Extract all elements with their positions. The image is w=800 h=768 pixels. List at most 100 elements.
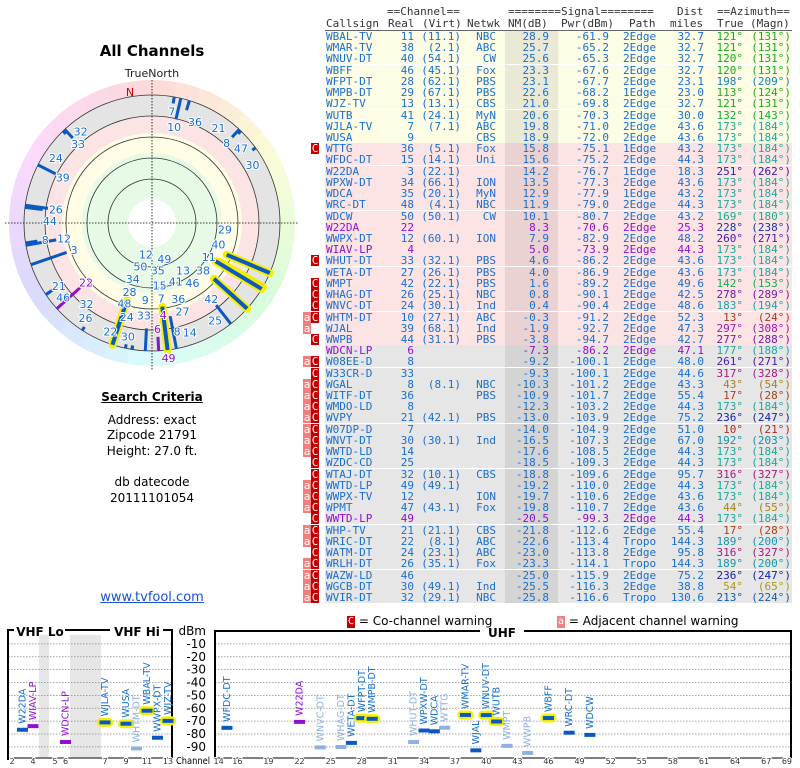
station-power-bar[interactable] (60, 739, 71, 744)
station-direction-mark[interactable] (230, 128, 241, 139)
station-power-bar[interactable] (542, 716, 554, 721)
station-direction-mark[interactable] (212, 277, 249, 311)
table-row[interactable]: WAZW-LD 46 -25.0 -115.9 2Edge 75.2 236° (247°) (325, 569, 792, 581)
station-power-bar[interactable] (356, 716, 368, 721)
station-direction-mark[interactable] (156, 336, 161, 351)
table-row[interactable]: WVPY 21 (42.1) PBS -13.0 -103.9 2Edge 75.2 236° (… (325, 412, 792, 424)
table-row[interactable]: WBAL-TV 11 (11.1) NBC 28.9 -61.9 2Edge 32.7 121°… (325, 31, 792, 42)
table-row[interactable]: WRIC-DT 22 (8.1) ABC -22.6 -113.4 Tropo 144.3 18… (325, 535, 792, 547)
table-row[interactable]: WVIR-DT 32 (29.1) NBC -25.8 -116.6 Tropo 130.6 2… (325, 592, 792, 603)
table-row[interactable]: WWPX-TV 12 ION -19.7 -110.6 2Edge 43.6 173° (184… (325, 491, 792, 503)
table-row[interactable]: WWPX-DT 12 (60.1) ION 7.9 -82.9 2Edge 48.2 260° (… (325, 232, 792, 244)
station-direction-mark[interactable] (62, 129, 67, 135)
station-direction-mark[interactable] (25, 238, 57, 247)
station-power-bar[interactable] (428, 729, 440, 734)
table-row[interactable]: WGAL 8 (8.1) NBC -10.3 -101.2 2Edge 43.3 43° (54°… (325, 378, 792, 390)
table-row[interactable]: W22DA 3 (22.1) 14.2 -76.7 1Edge 18.3 251° (262°) (325, 165, 792, 177)
table-row[interactable]: WGCB-DT 30 (49.1) Ind -25.5 -116.3 2Edge 38.8 54… (325, 580, 792, 592)
station-direction-mark[interactable] (55, 286, 82, 310)
table-row[interactable]: WJAL 39 (68.1) Ind -1.9 -92.7 2Edge 47.3 297° (30… (325, 322, 792, 334)
tvfool-link[interactable]: www.tvfool.com (100, 590, 204, 605)
station-power-bar[interactable] (408, 739, 420, 744)
station-power-bar[interactable] (141, 708, 153, 713)
table-row[interactable]: W07DP-D 7 -14.0 -104.9 2Edge 51.0 10° (21°) (325, 423, 792, 435)
station-power-bar[interactable] (162, 718, 174, 723)
station-power-bar[interactable] (221, 725, 233, 730)
table-row[interactable]: WRLH-DT 26 (35.1) Fox -23.3 -114.1 Tropo 144.3 1… (325, 558, 792, 570)
station-direction-mark[interactable] (185, 100, 191, 111)
station-direction-mark[interactable] (225, 252, 271, 275)
station-direction-mark[interactable] (45, 289, 54, 296)
station-power-bar[interactable] (470, 748, 482, 753)
station-direction-mark[interactable] (171, 96, 176, 104)
table-row[interactable]: WWPB 44 (31.1) PBS -3.8 -94.7 2Edge 42.7 277° (28… (325, 333, 792, 345)
header-virt[interactable]: (Virt) (422, 17, 462, 30)
station-direction-mark[interactable] (214, 304, 232, 325)
header-pwr[interactable]: Pwr(dBm) (561, 17, 614, 30)
header-miles[interactable]: miles (670, 17, 704, 30)
station-direction-mark[interactable] (168, 315, 178, 349)
station-direction-mark[interactable] (130, 345, 135, 350)
station-power-bar[interactable] (99, 720, 111, 725)
header-real[interactable]: Real (388, 17, 415, 30)
table-row[interactable]: WITF-DT 36 PBS -10.9 -101.7 2Edge 55.4 17° (28°) (325, 390, 792, 402)
station-power-bar[interactable] (584, 732, 596, 737)
table-row[interactable]: W33CR-D 33 -9.3 -100.1 2Edge 44.6 317° (328°) (325, 367, 792, 379)
station-direction-mark[interactable] (81, 326, 86, 332)
table-row[interactable]: WBFF 46 (45.1) Fox 23.3 -67.6 2Edge 32.7 120° (13… (325, 64, 792, 76)
station-power-bar[interactable] (418, 728, 430, 733)
station-power-bar[interactable] (563, 730, 575, 735)
station-power-bar[interactable] (345, 740, 357, 745)
station-power-bar[interactable] (480, 713, 492, 718)
station-direction-mark[interactable] (160, 306, 170, 351)
table-row[interactable]: WMPB-DT 29 (67.1) PBS 22.6 -68.2 1Edge 23.0 113°… (325, 87, 792, 99)
table-row[interactable]: WIAV-LP 4 5.0 -73.9 2Edge 44.3 173° (184°) (325, 244, 792, 256)
station-power-bar[interactable] (294, 719, 306, 724)
table-row[interactable]: WJLA-TV 7 (7.1) ABC 19.8 -71.0 2Edge 43.6 173° (1… (325, 120, 792, 132)
station-direction-mark[interactable] (63, 128, 74, 140)
station-power-bar[interactable] (366, 716, 378, 721)
table-row[interactable]: WWTD-LD 14 -17.6 -108.5 2Edge 44.3 173° (184°) (325, 446, 792, 458)
station-power-bar[interactable] (131, 746, 142, 751)
station-direction-mark[interactable] (110, 299, 129, 346)
table-row[interactable]: WFDC-DT 15 (14.1) Uni 15.6 -75.2 2Edge 44.3 173°… (325, 154, 792, 166)
station-power-bar[interactable] (335, 745, 347, 750)
table-row[interactable]: WDCN-LP 6 -7.3 -86.2 2Edge 47.1 177° (188°) (325, 345, 792, 357)
table-row[interactable]: WNVT-DT 30 (30.1) Ind -16.5 -107.3 2Edge 67.0 19… (325, 434, 792, 446)
table-row[interactable]: WHTM-DT 10 (27.1) ABC -0.3 -91.2 2Edge 52.3 13° (… (325, 311, 792, 323)
table-row[interactable]: WMPT 42 (22.1) PBS 1.6 -89.2 2Edge 49.6 142° (153… (325, 277, 792, 289)
station-power-bar[interactable] (17, 727, 28, 732)
table-row[interactable]: WETA-DT 27 (26.1) PBS 4.0 -86.9 2Edge 43.6 173° (… (325, 266, 792, 278)
table-row[interactable]: W08EE-D 8 -9.2 -100.1 2Edge 48.0 261° (271°) (325, 356, 792, 368)
station-direction-mark[interactable] (37, 163, 57, 176)
station-power-bar[interactable] (459, 712, 471, 717)
table-row[interactable]: WTAJ-DT 32 (10.1) CBS -18.8 -109.6 2Edge 95.7 31… (325, 468, 792, 480)
station-power-bar[interactable] (120, 721, 132, 726)
table-row[interactable]: WHAG-DT 26 (25.1) NBC 0.8 -90.1 2Edge 42.5 278° (… (325, 289, 792, 301)
table-row[interactable]: WUTB 41 (24.1) MyN 20.6 -70.3 2Edge 30.0 132° (14… (325, 109, 792, 121)
station-power-bar[interactable] (522, 750, 534, 755)
header-path[interactable]: Path (629, 17, 656, 30)
station-direction-mark[interactable] (174, 97, 183, 120)
station-power-bar[interactable] (439, 725, 451, 730)
table-row[interactable]: WHP-TV 21 (21.1) CBS -21.8 -112.6 2Edge 55.4 17°… (325, 524, 792, 536)
table-row[interactable]: WMDO-LD 8 -12.3 -103.2 2Edge 44.3 173° (184°) (325, 401, 792, 413)
station-direction-mark[interactable] (251, 146, 257, 152)
table-row[interactable]: WTTG 36 (5.1) Fox 15.8 -75.1 1Edge 43.2 173° (184… (325, 143, 792, 155)
header-magn[interactable]: (Magn) (750, 17, 790, 30)
station-direction-mark[interactable] (143, 328, 148, 351)
station-direction-mark[interactable] (24, 205, 43, 212)
header-true[interactable]: True (717, 17, 744, 30)
table-row[interactable]: WPXW-DT 34 (66.1) ION 13.5 -77.3 2Edge 43.6 173°… (325, 176, 792, 188)
table-row[interactable]: WPMT 47 (43.1) Fox -19.8 -110.7 2Edge 43.6 44° (5… (325, 502, 792, 514)
table-row[interactable]: WHUT-DT 33 (32.1) PBS 4.6 -86.2 2Edge 43.6 173° (… (325, 255, 792, 267)
table-row[interactable]: WWTD-LP 49 (49.1) -19.2 -110.0 2Edge 44.3 173° (… (325, 479, 792, 491)
station-direction-mark[interactable] (25, 203, 49, 210)
table-row[interactable]: W22DA 22 8.3 -70.6 2Edge 25.3 228° (238°) (325, 221, 792, 233)
station-power-bar[interactable] (152, 735, 163, 740)
header-netwk[interactable]: Netwk (467, 17, 501, 30)
table-row[interactable]: WDCW 50 (50.1) CW 10.1 -80.7 2Edge 43.2 169° (180… (325, 210, 792, 222)
station-direction-mark[interactable] (214, 259, 263, 291)
table-row[interactable]: WNVC-DT 24 (30.1) Ind 0.4 -90.4 2Edge 48.6 183° (… (325, 300, 792, 312)
station-direction-mark[interactable] (30, 251, 68, 267)
